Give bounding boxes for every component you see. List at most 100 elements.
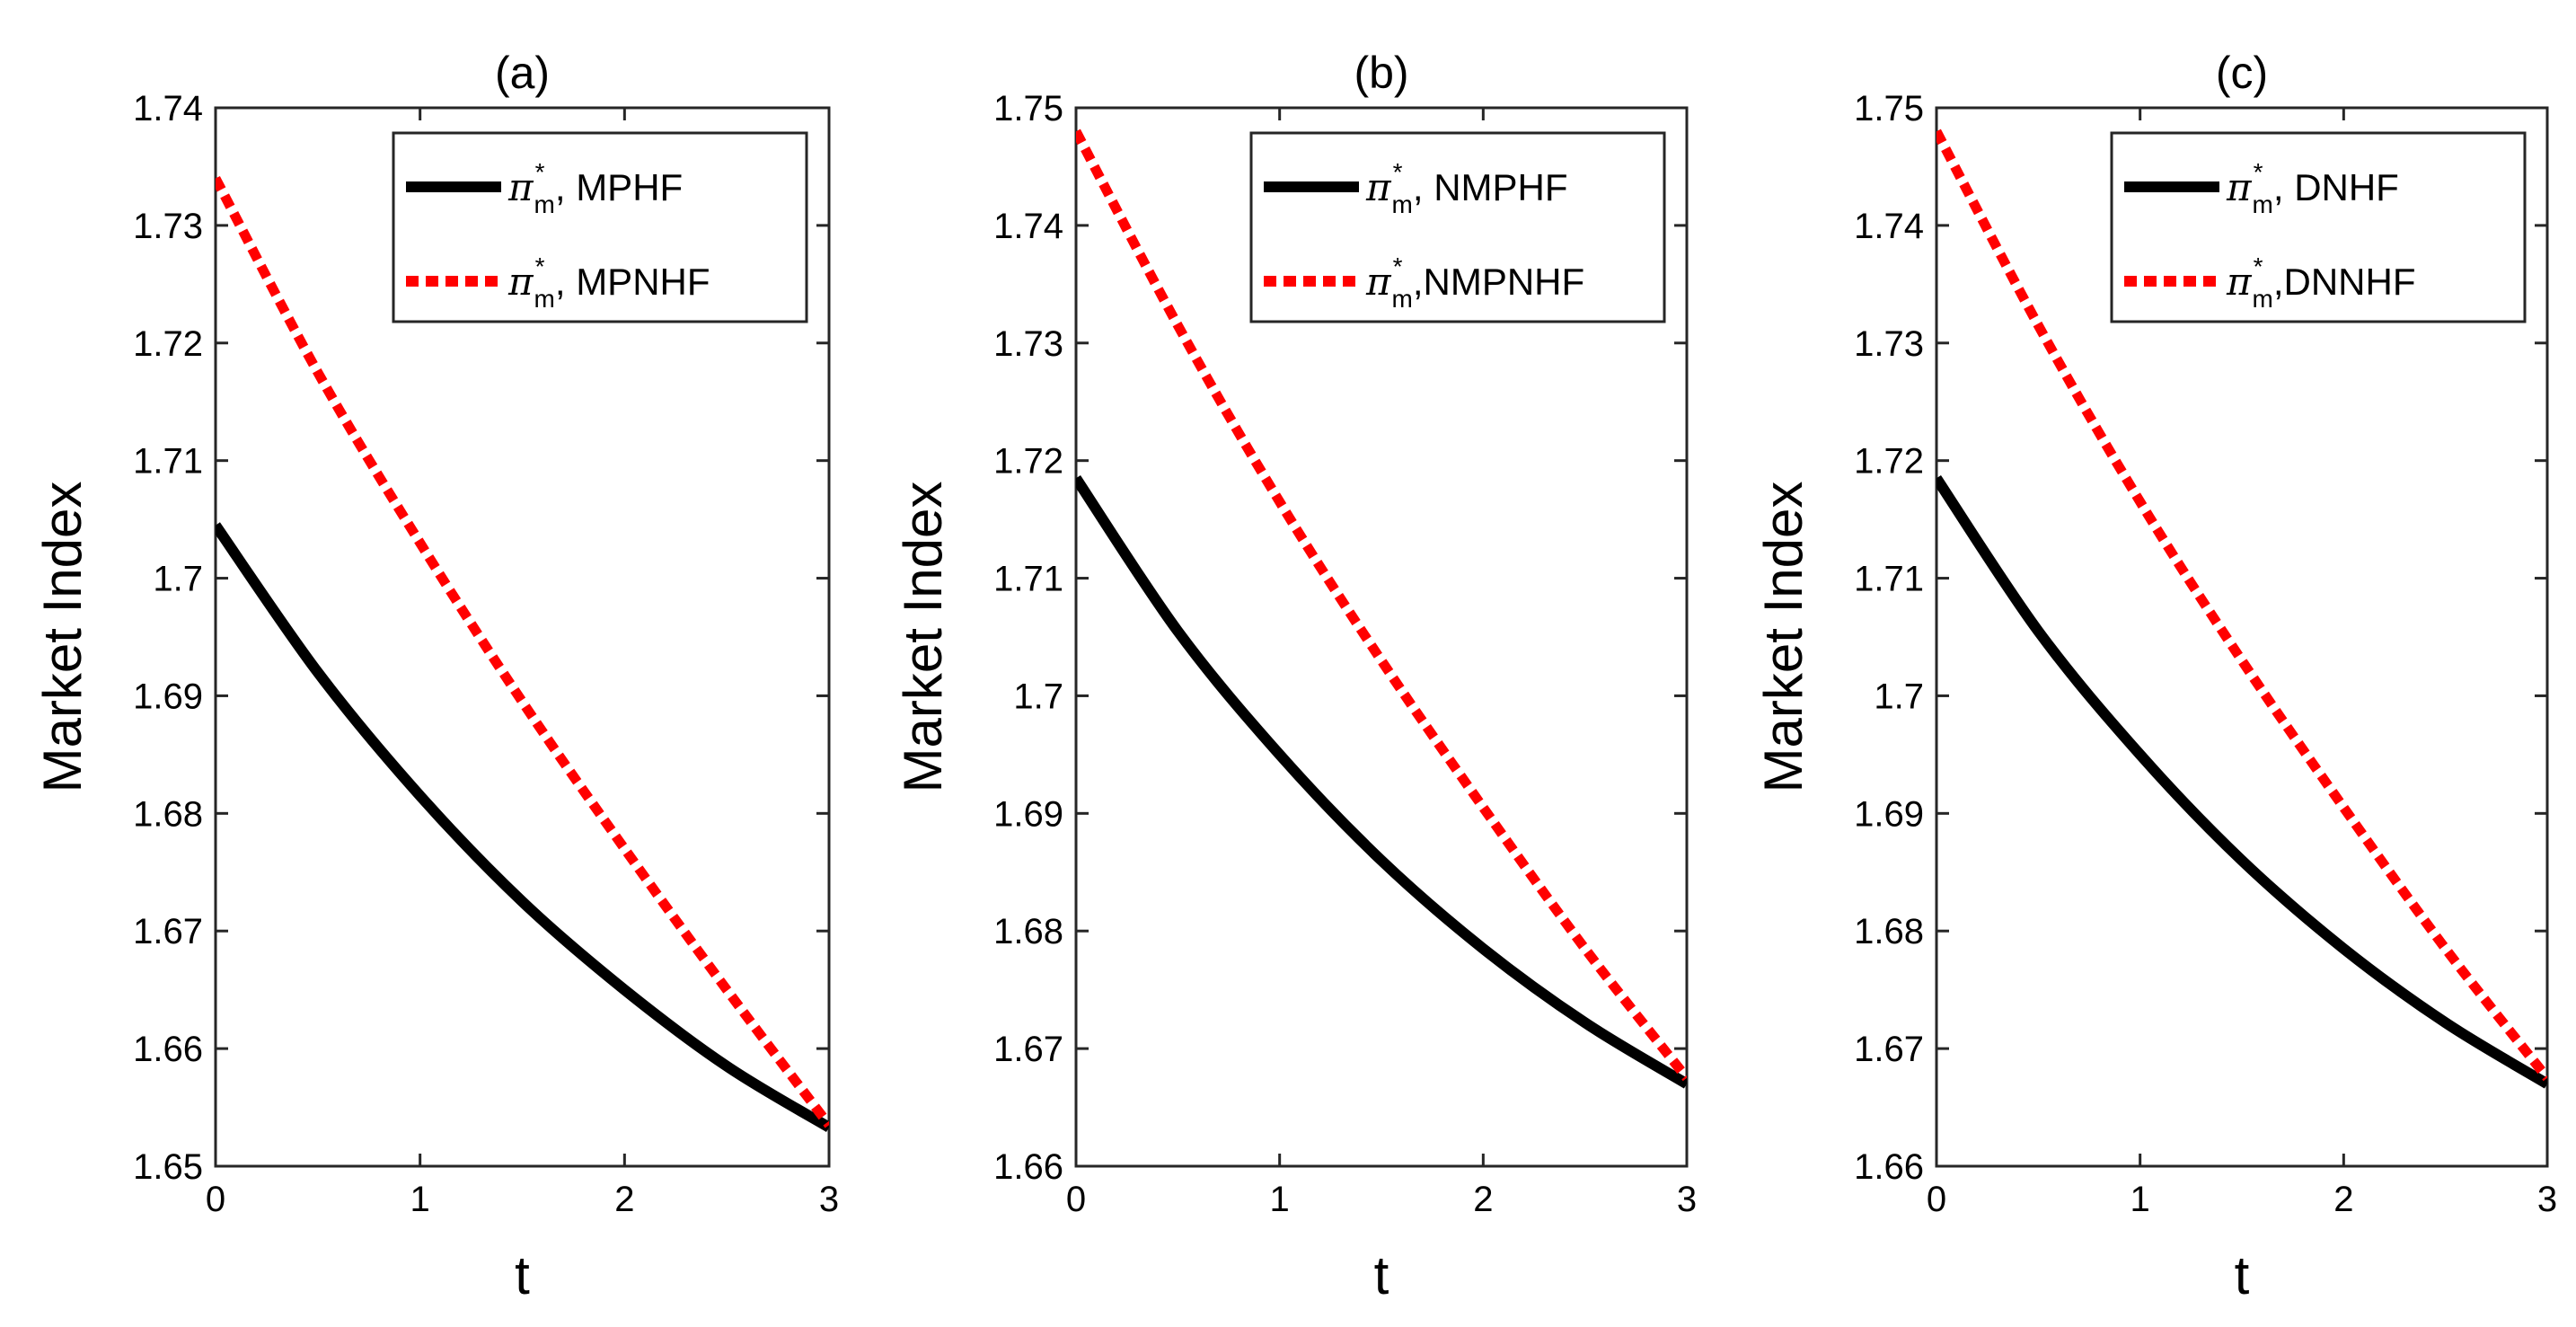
legend-separator: , [1413,166,1434,208]
series-line-nmpnhf [1076,128,1687,1082]
y-tick-label: 1.68 [1854,912,1924,951]
series-line-mphf [216,522,829,1132]
legend-subscript: m [534,285,555,313]
x-tick-label: 2 [1473,1180,1493,1219]
x-tick-label: 1 [2130,1180,2150,1219]
legend-separator: , [2273,166,2294,208]
x-tick-label: 0 [1927,1180,1946,1219]
y-tick-label: 1.73 [133,207,203,246]
y-tick-label: 1.66 [1854,1147,1924,1187]
x-tick-label: 1 [1270,1180,1290,1219]
legend-series-name: DNHF [2294,166,2399,208]
legend-separator: , [1413,261,1424,303]
legend-subscript: m [534,190,555,218]
y-tick-label: 1.71 [1854,560,1924,599]
x-axis-label: t [1374,1245,1389,1305]
panel-b: (b) 0 1 2 3 1.66 1.67 1.68 1.69 1.7 1.71 1.72 1.73 1.… [893,48,1697,1305]
legend-symbol: π [507,165,534,209]
x-tick-label: 3 [2537,1180,2557,1219]
y-tick-label: 1.75 [1854,89,1924,128]
legend-symbol: π [1365,260,1392,304]
y-tick-label: 1.69 [993,794,1063,834]
legend-symbol: π [1365,165,1392,209]
legend-symbol: π [2226,165,2253,209]
legend-separator: , [555,261,576,303]
x-tick-label: 0 [1066,1180,1086,1219]
legend-series-name: MPHF [576,166,683,208]
y-tick-label: 1.65 [133,1147,203,1187]
x-tick-label: 1 [410,1180,430,1219]
y-tick-label: 1.75 [993,89,1063,128]
y-tick-label: 1.71 [133,442,203,482]
panel-c: (c) 0 1 2 3 1.66 1.67 1.68 1.69 1.7 1.71 1.72 1.73 1.… [1753,48,2557,1305]
legend-superscript: * [1393,158,1403,186]
y-tick-label: 1.72 [1854,442,1924,482]
y-tick-label: 1.71 [993,560,1063,599]
legend-subscript: m [1392,190,1413,218]
series-line-nmphf [1076,474,1687,1089]
legend-label: π* m, NMPHF [1365,158,1568,218]
x-tick-label: 3 [1677,1180,1697,1219]
legend-separator: , [2273,261,2284,303]
panel-title: (a) [495,48,550,98]
legend-label: π* m,NMPNHF [1365,252,1584,313]
x-tick-label: 0 [206,1180,225,1219]
legend-superscript: * [535,158,545,186]
legend-label: π* m,DNNHF [2226,252,2416,313]
panel-title: (c) [2216,48,2268,98]
y-tick-label: 1.7 [1013,677,1063,716]
y-tick-label: 1.72 [993,442,1063,482]
y-tick-label: 1.7 [1874,677,1924,716]
x-tick-label: 2 [2333,1180,2353,1219]
y-tick-label: 1.74 [993,207,1063,246]
y-tick-label: 1.68 [133,794,203,834]
y-tick-label: 1.68 [993,912,1063,951]
legend-superscript: * [535,252,545,280]
y-tick-label: 1.66 [133,1030,203,1069]
legend-series-name: NMPHF [1434,166,1567,208]
legend-box [1249,131,1666,323]
y-tick-label: 1.69 [1854,794,1924,834]
legend-series-name: NMPNHF [1424,261,1585,303]
y-tick-label: 1.67 [133,912,203,951]
legend-symbol: π [507,260,534,304]
series-line-dnhf [1936,474,2547,1089]
legend-series-name: MPNHF [576,261,710,303]
legend-subscript: m [2253,190,2273,218]
y-tick-label: 1.7 [153,560,203,599]
x-tick-label: 2 [614,1180,634,1219]
legend-box [2110,131,2527,323]
y-tick-label: 1.74 [133,89,203,128]
y-tick-label: 1.73 [1854,324,1924,364]
x-axis-label: t [515,1245,530,1305]
legend-superscript: * [2254,252,2263,280]
legend-series-name: DNNHF [2284,261,2416,303]
legend-symbol: π [2226,260,2253,304]
panel-title: (b) [1354,48,1408,98]
y-tick-label: 1.72 [133,324,203,364]
y-axis-label: Market Index [893,482,953,793]
x-axis-label: t [2235,1245,2250,1305]
legend-superscript: * [2254,158,2263,186]
x-tick-label: 3 [819,1180,839,1219]
legend-superscript: * [1393,252,1403,280]
legend-label: π* m, MPHF [507,158,683,218]
y-tick-label: 1.73 [993,324,1063,364]
legend-label: π* m, DNHF [2226,158,2399,218]
y-tick-label: 1.67 [993,1030,1063,1069]
y-tick-label: 1.69 [133,677,203,716]
y-axis-label: Market Index [32,482,93,793]
series-line-dnnhf [1936,128,2547,1082]
y-tick-label: 1.67 [1854,1030,1924,1069]
legend-box [392,131,808,323]
y-tick-label: 1.74 [1854,207,1924,246]
legend-subscript: m [1392,285,1413,313]
y-tick-label: 1.66 [993,1147,1063,1187]
series-line-mpnhf [216,175,829,1128]
legend-separator: , [555,166,576,208]
y-axis-label: Market Index [1753,482,1813,793]
